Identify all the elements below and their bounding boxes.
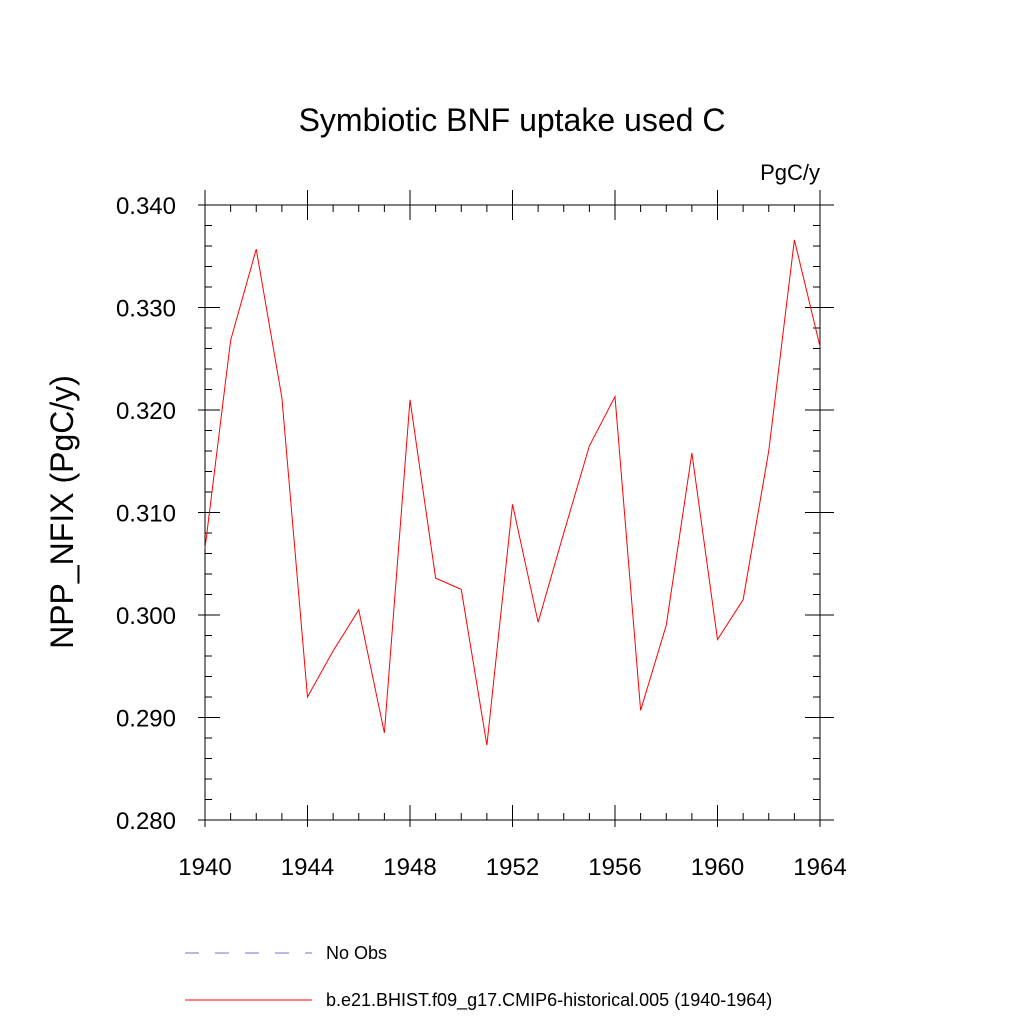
units-label: PgC/y [760, 160, 820, 185]
legend: No Obs b.e21.BHIST.f09_g17.CMIP6-histori… [185, 943, 772, 1011]
x-tick-label: 1956 [588, 854, 641, 881]
y-tick-labels: 0.280 0.290 0.300 0.310 0.320 0.330 0.340 [116, 193, 176, 835]
x-tick-labels: 1940 1944 1948 1952 1956 1960 1964 [178, 854, 846, 881]
x-tick-label: 1940 [178, 854, 231, 881]
y-axis-label: NPP_NFIX (PgC/y) [44, 375, 80, 649]
x-tick-label: 1948 [383, 854, 436, 881]
y-tick-label: 0.310 [116, 501, 176, 528]
series-layer [204, 239, 821, 746]
plot-frame [204, 204, 821, 821]
y-tick-label: 0.300 [116, 603, 176, 630]
y-tick-label: 0.320 [116, 398, 176, 425]
x-tick-label: 1960 [691, 854, 744, 881]
legend-label-no-obs: No Obs [326, 943, 387, 963]
axis-ticks [198, 190, 834, 827]
series-line-0 [204, 239, 821, 746]
y-tick-label: 0.290 [116, 706, 176, 733]
y-tick-label: 0.280 [116, 808, 176, 835]
y-tick-label: 0.340 [116, 193, 176, 220]
chart-title: Symbiotic BNF uptake used C [299, 102, 726, 138]
y-tick-label: 0.330 [116, 296, 176, 323]
x-tick-label: 1944 [281, 854, 334, 881]
x-tick-label: 1952 [486, 854, 539, 881]
legend-label-historical-run: b.e21.BHIST.f09_g17.CMIP6-historical.005… [326, 990, 772, 1011]
x-tick-label: 1964 [793, 854, 846, 881]
